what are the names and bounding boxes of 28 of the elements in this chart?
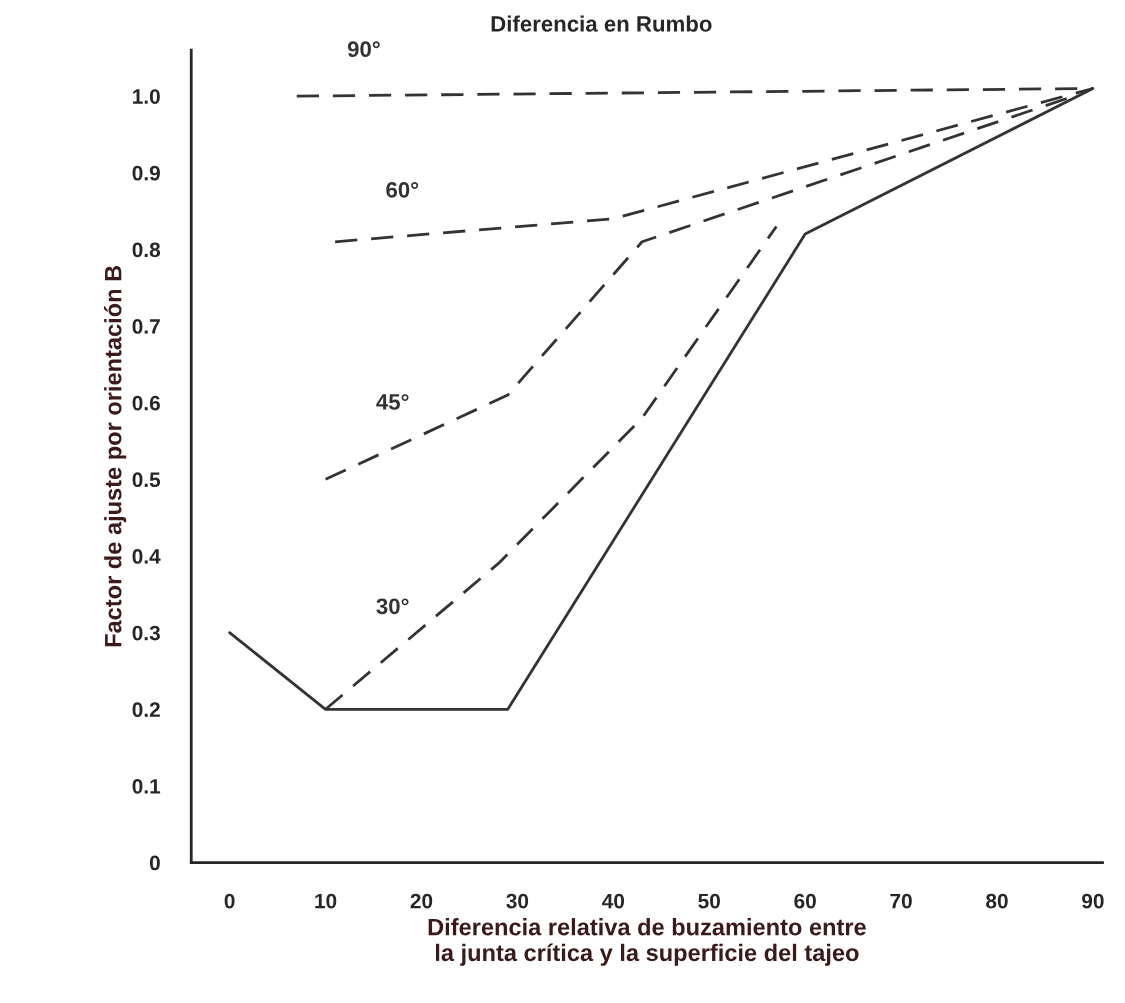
x-axis-title: Diferencia relativa de buzamiento entre la junta crítica y la superficie del tajeo bbox=[428, 918, 866, 966]
y-tick-label: 0.6 bbox=[132, 395, 160, 411]
y-tick-label: 0 bbox=[149, 855, 160, 871]
x-tick-label: 80 bbox=[986, 893, 1008, 909]
y-tick-label: 0.9 bbox=[132, 165, 160, 181]
y-tick-label: 0.3 bbox=[132, 625, 160, 641]
text: Diferencia en Rumbo bbox=[491, 15, 712, 32]
y-tick-label: 1.0 bbox=[133, 89, 160, 104]
y-tick-label: 0.5 bbox=[132, 472, 161, 488]
y-axis-title: Factor de ajuste por orientación B bbox=[103, 265, 127, 647]
x-tick-label: 0 bbox=[224, 893, 235, 909]
x-tick-label: 60 bbox=[794, 893, 816, 909]
y-tick-label: 0.7 bbox=[132, 319, 160, 334]
x-tick-label: 40 bbox=[602, 893, 625, 909]
x-tick-label: 20 bbox=[410, 893, 433, 909]
y-tick-label: 0.2 bbox=[132, 702, 160, 718]
x-tick-label: 70 bbox=[890, 893, 912, 909]
x-tick-label: 90 bbox=[1082, 893, 1104, 909]
x-tick-label: 30 bbox=[506, 893, 529, 909]
series-label: 30° bbox=[376, 598, 409, 615]
x-tick-label: 50 bbox=[698, 893, 720, 909]
y-tick-label: 0.8 bbox=[132, 242, 161, 258]
y-tick-label: 0.4 bbox=[132, 549, 161, 564]
series-label: 90° bbox=[347, 41, 380, 58]
x-tick-label: 10 bbox=[315, 893, 337, 909]
y-tick-label: 0.1 bbox=[132, 778, 161, 794]
series-label: 60° bbox=[386, 182, 419, 198]
series-label: 45° bbox=[376, 394, 409, 410]
